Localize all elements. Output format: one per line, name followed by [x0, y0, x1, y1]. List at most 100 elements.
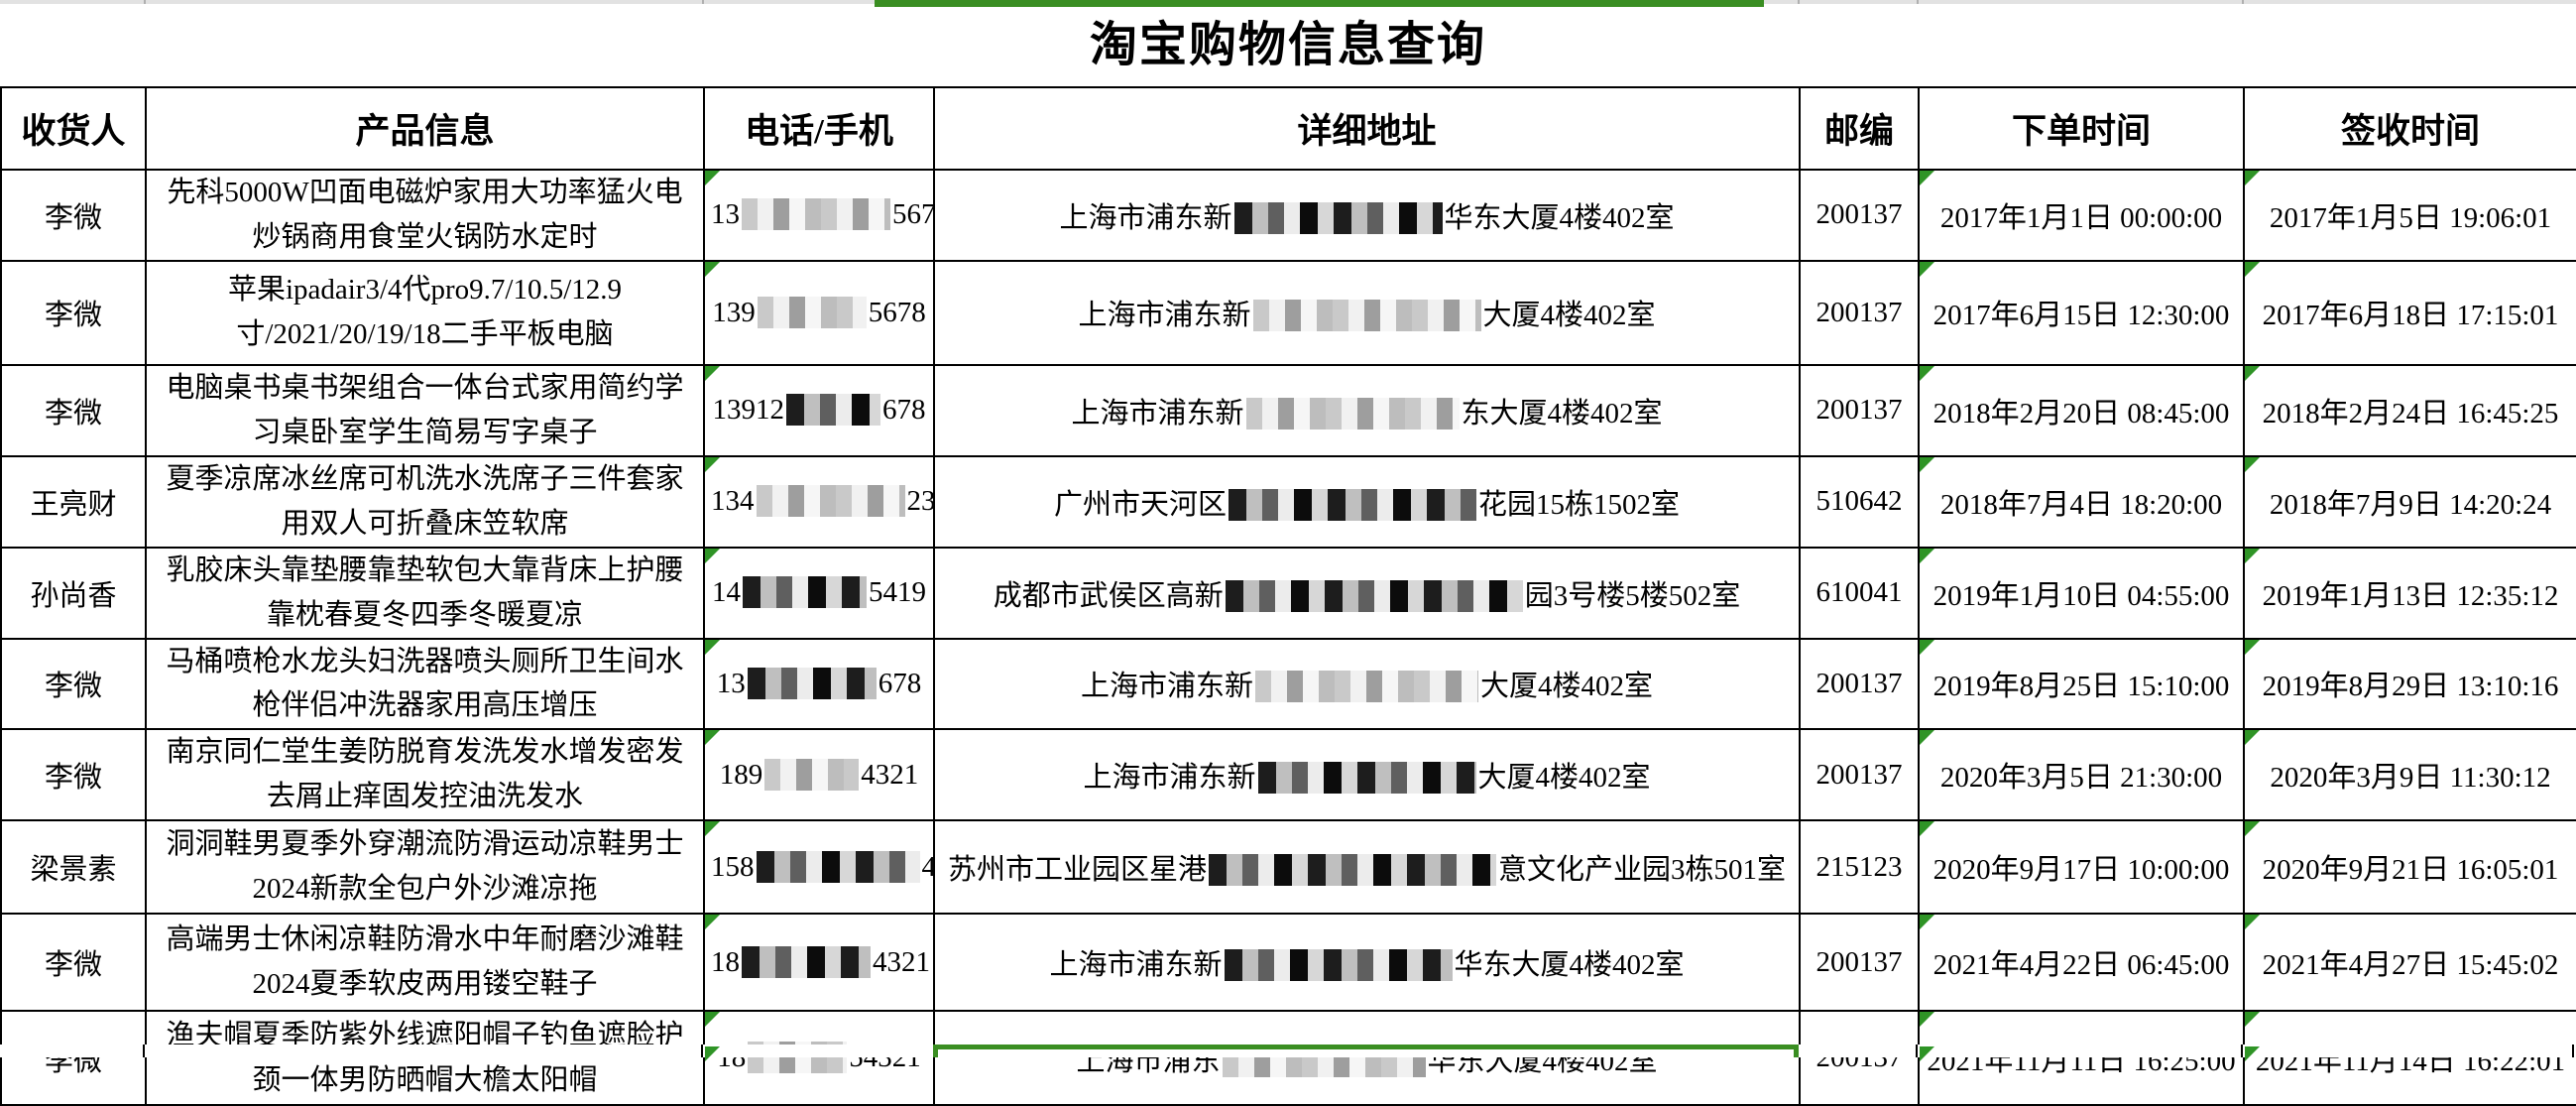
receipt-time-cell[interactable]: 2019年8月29日 13:10:16 — [2243, 637, 2576, 731]
text-format-warning-icon — [2246, 640, 2260, 655]
zip-cell[interactable]: 200137 — [1799, 363, 1920, 457]
column-header[interactable]: 详细地址 — [933, 86, 1801, 171]
product-info-cell[interactable]: 苹果ipadair3/4代pro9.7/10.5/12.9寸/2021/20/1… — [145, 259, 705, 366]
product-info-cell[interactable]: 南京同仁堂生姜防脱育发洗发水增发密发去屑止痒固发控油洗发水 — [145, 728, 705, 822]
cell-border — [2572, 1045, 2574, 1057]
receipt-time-cell[interactable]: 2020年3月9日 11:30:12 — [2243, 728, 2576, 822]
receipt-time-cell[interactable]: 2020年9月21日 16:05:01 — [2243, 819, 2576, 916]
product-info-cell[interactable]: 马桶喷枪水龙头妇洗器喷头厕所卫生间水枪伴侣冲洗器家用高压增压 — [145, 637, 705, 731]
address-cell[interactable]: 成都市武侯区高新 园3号楼5楼502室 — [933, 546, 1801, 640]
zip-cell[interactable]: 215123 — [1799, 819, 1920, 916]
address-cell[interactable]: 上海市浦东新 大厦4楼402室 — [933, 259, 1801, 366]
recipient-cell[interactable]: 李微 — [0, 728, 147, 822]
product-info-cell[interactable]: 夏季凉席冰丝席可机洗水洗席子三件套家用双人可折叠床笠软席 — [145, 454, 705, 549]
zip-cell[interactable]: 200137 — [1799, 728, 1920, 822]
receipt-time-cell[interactable]: 2018年7月9日 14:20:24 — [2243, 454, 2576, 549]
phone-cell[interactable]: 135678 — [703, 169, 935, 262]
column-header[interactable]: 邮编 — [1799, 86, 1920, 171]
recipient-cell[interactable]: 梁景素 — [0, 819, 147, 916]
order-time-cell[interactable]: 2017年1月1日 00:00:00 — [1918, 169, 2245, 262]
recipient-cell[interactable]: 李微 — [0, 259, 147, 366]
recipient-cell[interactable]: 王亮财 — [0, 454, 147, 549]
cell-border — [2241, 1045, 2243, 1057]
zip-cell[interactable]: 200137 — [1799, 1010, 1920, 1106]
redaction-mosaic — [743, 576, 867, 609]
column-header[interactable]: 收货人 — [0, 86, 147, 171]
redaction-mosaic — [757, 296, 867, 328]
phone-cell[interactable]: 1584543 — [703, 819, 935, 916]
order-time-cell[interactable]: 2017年6月15日 12:30:00 — [1918, 259, 2245, 366]
order-time-cell[interactable]: 2020年3月5日 21:30:00 — [1918, 728, 2245, 822]
product-info-cell[interactable]: 渔夫帽夏季防紫外线遮阳帽子钓鱼遮脸护颈一体男防晒帽大檐太阳帽 — [145, 1010, 705, 1106]
product-info-cell[interactable]: 先科5000W凹面电磁炉家用大功率猛火电炒锅商用食堂火锅防水定时 — [145, 169, 705, 262]
table-row: 李微 渔夫帽夏季防紫外线遮阳帽子钓鱼遮脸护颈一体男防晒帽大檐太阳帽 18 5432… — [0, 1010, 2576, 1106]
selected-cell-outline[interactable] — [933, 1045, 1799, 1057]
receipt-time-cell[interactable]: 2018年2月24日 16:45:25 — [2243, 363, 2576, 457]
phone-cell[interactable]: 14 5419 — [703, 546, 935, 640]
recipient-cell[interactable]: 李微 — [0, 363, 147, 457]
order-time-cell[interactable]: 2020年9月17日 10:00:00 — [1918, 819, 2245, 916]
cell-border — [701, 1045, 703, 1057]
receipt-time-cell[interactable]: 2021年11月14日 16:22:01 — [2243, 1010, 2576, 1106]
redaction-mosaic — [756, 485, 905, 518]
text-format-warning-icon — [2246, 916, 2260, 930]
receipt-time-cell[interactable]: 2017年6月18日 17:15:01 — [2243, 259, 2576, 366]
product-info-cell[interactable]: 洞洞鞋男夏季外穿潮流防滑运动凉鞋男士2024新款全包户外沙滩凉拖 — [145, 819, 705, 916]
address-cell[interactable]: 上海市浦东新 大厦4楼402室 — [933, 637, 1801, 731]
address-cell[interactable]: 上海市浦东新 东大厦4楼402室 — [933, 363, 1801, 457]
column-header[interactable]: 产品信息 — [145, 86, 705, 171]
product-info-cell[interactable]: 电脑桌书桌书架组合一体台式家用简约学习桌卧室学生简易写字桌子 — [145, 363, 705, 457]
text-format-warning-icon — [706, 1013, 720, 1028]
redaction-mosaic — [1224, 949, 1453, 982]
column-header[interactable]: 签收时间 — [2243, 86, 2576, 171]
receipt-time-cell[interactable]: 2021年4月27日 15:45:02 — [2243, 913, 2576, 1013]
gridline-tick — [1917, 0, 1919, 4]
order-time-cell[interactable]: 2021年4月22日 06:45:00 — [1918, 913, 2245, 1013]
zip-cell[interactable]: 610041 — [1799, 546, 1920, 640]
phone-cell[interactable]: 134234 — [703, 454, 935, 549]
zip-cell[interactable]: 510642 — [1799, 454, 1920, 549]
redaction-mosaic — [786, 394, 880, 427]
redaction-mosaic — [1252, 300, 1481, 332]
table-row: 李微 先科5000W凹面电磁炉家用大功率猛火电炒锅商用食堂火锅防水定时 13 56… — [0, 169, 2576, 262]
order-time-cell[interactable]: 2018年2月20日 08:45:00 — [1918, 363, 2245, 457]
address-cell[interactable]: 上海市浦东新 华东大厦4楼402室 — [933, 169, 1801, 262]
selection-top-bar — [875, 0, 1764, 7]
text-format-warning-icon — [2246, 549, 2260, 563]
product-info-cell[interactable]: 乳胶床头靠垫腰靠垫软包大靠背床上护腰靠枕春夏冬四季冬暖夏凉 — [145, 546, 705, 640]
phone-cell[interactable]: 18 4321 — [703, 913, 935, 1013]
order-time-cell[interactable]: 2018年7月4日 18:20:00 — [1918, 454, 2245, 549]
receipt-time-cell[interactable]: 2019年1月13日 12:35:12 — [2243, 546, 2576, 640]
table-header-row: 收货人 产品信息 电话/手机 详细地址 邮编 下单时间 签收时间 — [0, 86, 2576, 171]
zip-cell[interactable]: 200137 — [1799, 637, 1920, 731]
address-cell[interactable]: 上海市浦东新 大厦4楼402室 — [933, 728, 1801, 822]
phone-cell[interactable]: 13912 678 — [703, 363, 935, 457]
phone-cell[interactable]: 189 4321 — [703, 728, 935, 822]
zip-cell[interactable]: 200137 — [1799, 169, 1920, 262]
address-cell[interactable]: 上海市浦东新 华东大厦4楼402室 — [933, 913, 1801, 1013]
address-cell[interactable]: 上海市浦东 华东大厦4楼402室 — [933, 1010, 1801, 1106]
receipt-time-cell[interactable]: 2017年1月5日 19:06:01 — [2243, 169, 2576, 262]
order-time-cell[interactable]: 2019年8月25日 15:10:00 — [1918, 637, 2245, 731]
column-header[interactable]: 下单时间 — [1918, 86, 2245, 171]
recipient-cell[interactable]: 李微 — [0, 913, 147, 1013]
phone-cell[interactable]: 139 5678 — [703, 259, 935, 366]
recipient-cell[interactable]: 李微 — [0, 1010, 147, 1106]
product-info-cell[interactable]: 高端男士休闲凉鞋防滑水中年耐磨沙滩鞋2024夏季软皮两用镂空鞋子 — [145, 913, 705, 1013]
text-format-warning-icon — [706, 731, 720, 746]
address-cell[interactable]: 广州市天河区 花园15栋1502室 — [933, 454, 1801, 549]
recipient-cell[interactable]: 孙尚香 — [0, 546, 147, 640]
address-cell[interactable]: 苏州市工业园区星港 意文化产业园3栋501室 — [933, 819, 1801, 916]
recipient-cell[interactable]: 李微 — [0, 169, 147, 262]
order-time-cell[interactable]: 2021年11月11日 16:25:00 — [1918, 1010, 2245, 1106]
phone-cell[interactable]: 13 678 — [703, 637, 935, 731]
recipient-cell[interactable]: 李微 — [0, 637, 147, 731]
zip-cell[interactable]: 200137 — [1799, 913, 1920, 1013]
order-time-cell[interactable]: 2019年1月10日 04:55:00 — [1918, 546, 2245, 640]
partial-next-row — [0, 1045, 2576, 1061]
column-header[interactable]: 电话/手机 — [703, 86, 935, 171]
table-header-row: 收货人 产品信息 电话/手机 详细地址 邮编 下单时间 签收时间 — [0, 86, 2576, 171]
phone-cell[interactable]: 18 54321 — [703, 1010, 935, 1106]
sheet-title[interactable]: 淘宝购物信息查询 — [1089, 19, 1486, 71]
zip-cell[interactable]: 200137 — [1799, 259, 1920, 366]
